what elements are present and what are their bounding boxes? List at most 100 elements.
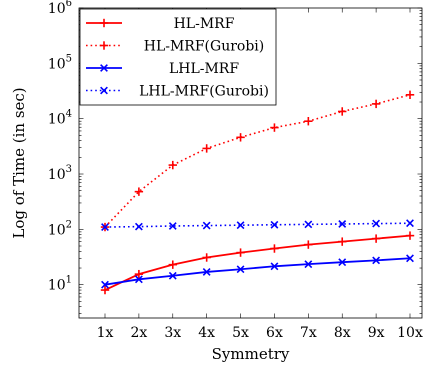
y-axis-label: Log of Time (in sec): [10, 87, 28, 238]
legend-entry-hl-mrf: HL-MRF: [86, 16, 235, 32]
data-point-lhl-mrf-gurobi: [101, 223, 109, 231]
legend-label: HL-MRF: [174, 16, 235, 32]
legend-entry-hl-mrf-gurobi: HL-MRF(Gurobi): [86, 39, 264, 55]
data-point-lhl-mrf-gurobi: [304, 220, 313, 229]
data-point-lhl-mrf-gurobi: [236, 221, 245, 230]
marker-stroke-b: [101, 223, 109, 231]
data-point-hl-mrf: [338, 237, 347, 246]
y-tick-exponent: 6: [66, 0, 72, 9]
data-point-hl-mrf: [371, 234, 381, 243]
data-point-lhl-mrf: [236, 265, 245, 274]
data-point-lhl-mrf: [101, 280, 109, 289]
data-point-lhl-mrf-gurobi: [270, 220, 279, 229]
marker-stroke-b: [338, 220, 347, 228]
y-tick-base: 10: [48, 112, 66, 128]
y-tick-exponent: 2: [66, 219, 72, 230]
legend-swatch-marker: [99, 41, 109, 50]
plot-area: [78, 7, 423, 319]
marker-stroke-b: [202, 268, 211, 276]
x-tick-label: 5x: [232, 325, 249, 341]
marker-stroke-b: [406, 219, 414, 228]
x-axis-label: Symmetry: [212, 345, 290, 363]
y-tick-exponent: 4: [66, 109, 72, 120]
data-point-hl-mrf-gurobi: [168, 160, 177, 170]
x-tick-label: 3x: [164, 325, 181, 341]
y-tick-base: 10: [48, 1, 66, 17]
x-axis-ticks: 1x 2x 3x 4x 5x 6x 7x 8x 9x 10x: [97, 8, 423, 341]
marker-stroke-b: [406, 254, 414, 263]
marker-stroke-b: [100, 64, 108, 72]
marker-stroke-b: [168, 271, 177, 280]
data-point-lhl-mrf: [406, 254, 414, 263]
series-line-hl-mrf-gurobi: [104, 94, 411, 228]
marker-stroke-b: [304, 220, 313, 229]
series-lhl-mrf-gurobi: [101, 219, 414, 231]
marker-stroke-b: [270, 220, 279, 229]
y-tick-label: 104: [48, 109, 72, 128]
x-tick-label: 6x: [266, 325, 283, 341]
data-point-lhl-mrf: [372, 256, 381, 265]
data-point-hl-mrf-gurobi: [236, 133, 245, 142]
marker-stroke-b: [338, 258, 347, 267]
data-point-hl-mrf: [202, 253, 211, 262]
y-tick-exponent: 3: [66, 164, 72, 175]
marker-stroke-b: [134, 222, 143, 231]
data-point-hl-mrf-gurobi: [304, 117, 313, 126]
y-tick-base: 10: [48, 167, 66, 183]
legend: HL-MRF HL-MRF(Gurobi) LHL-MRF LHL-MRF(Gurob…: [79, 8, 277, 106]
data-point-hl-mrf-gurobi: [371, 99, 381, 109]
data-point-lhl-mrf: [338, 258, 347, 267]
y-tick-base: 10: [48, 278, 66, 294]
y-tick-label: 102: [48, 219, 72, 238]
y-tick-base: 10: [48, 222, 66, 238]
legend-swatch-marker: [99, 18, 109, 28]
series-hl-mrf: [100, 231, 415, 295]
series-line-lhl-mrf: [104, 257, 411, 286]
legend-label: HL-MRF(Gurobi): [144, 39, 265, 55]
marker-stroke-b: [168, 222, 177, 230]
y-tick-label: 105: [48, 53, 72, 72]
data-point-lhl-mrf-gurobi: [338, 220, 347, 228]
data-point-hl-mrf: [134, 269, 144, 279]
legend-entry-lhl-mrf: LHL-MRF: [86, 61, 239, 77]
data-point-hl-mrf-gurobi: [134, 187, 144, 196]
legend-swatch-marker: [100, 64, 108, 72]
data-point-lhl-mrf-gurobi: [134, 222, 143, 231]
marker-stroke-b: [101, 280, 109, 289]
legend-entry-lhl-mrf-gurobi: LHL-MRF(Gurobi): [86, 84, 269, 100]
data-point-hl-mrf: [270, 244, 279, 253]
marker-stroke-b: [236, 221, 245, 230]
data-point-lhl-mrf: [134, 275, 143, 284]
data-point-hl-mrf: [405, 231, 415, 240]
data-point-hl-mrf: [100, 285, 110, 295]
series-layer: [100, 90, 415, 295]
marker-stroke-b: [270, 262, 279, 271]
data-point-hl-mrf-gurobi: [405, 90, 415, 100]
y-tick-label: 106: [48, 0, 72, 17]
data-point-lhl-mrf: [270, 262, 279, 271]
data-point-lhl-mrf: [304, 260, 313, 269]
marker-stroke-b: [372, 256, 381, 265]
series-line-lhl-mrf-gurobi: [104, 222, 411, 228]
series-hl-mrf-gurobi: [100, 90, 415, 232]
data-point-hl-mrf: [168, 260, 177, 269]
y-tick-base: 10: [48, 56, 66, 72]
data-point-lhl-mrf-gurobi: [406, 219, 414, 228]
legend-swatch-marker: [100, 86, 108, 95]
x-tick-label: 1x: [97, 325, 114, 341]
marker-stroke-b: [100, 86, 108, 95]
data-point-hl-mrf: [236, 248, 245, 257]
series-line-hl-mrf: [104, 234, 411, 291]
marker-stroke-b: [134, 275, 143, 284]
x-tick-label: 7x: [300, 325, 317, 341]
data-point-hl-mrf-gurobi: [202, 144, 211, 153]
x-tick-label: 8x: [334, 325, 351, 341]
x-tick-label: 9x: [368, 325, 385, 341]
data-point-lhl-mrf-gurobi: [372, 219, 381, 228]
data-point-lhl-mrf: [168, 271, 177, 280]
x-tick-label: 10x: [397, 325, 423, 341]
marker-stroke-b: [202, 221, 211, 230]
data-point-lhl-mrf-gurobi: [168, 222, 177, 230]
